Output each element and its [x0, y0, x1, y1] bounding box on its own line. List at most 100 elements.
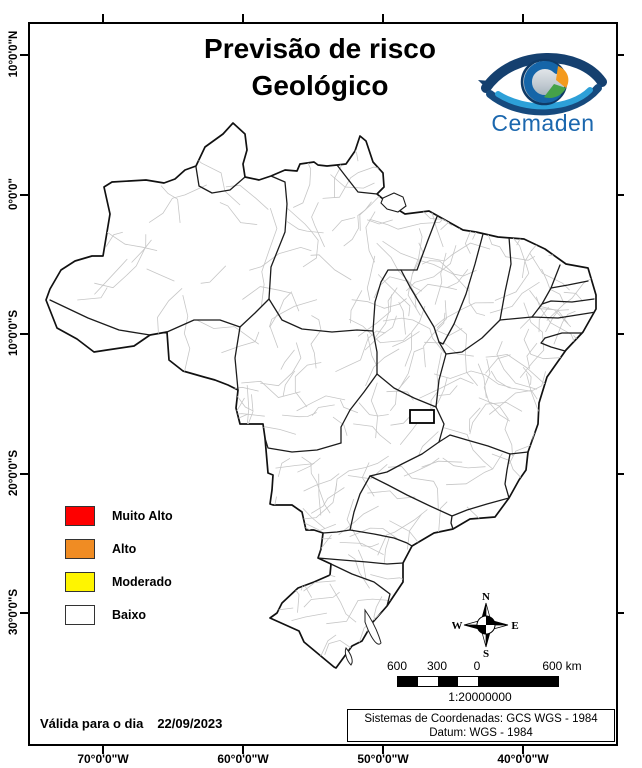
- municipality-line: [51, 562, 57, 595]
- municipality-line: [338, 133, 356, 145]
- municipality-line: [304, 522, 336, 531]
- municipality-line: [203, 647, 230, 668]
- municipality-line: [582, 535, 588, 571]
- scale-segment: [398, 677, 418, 686]
- municipality-line: [85, 629, 122, 666]
- municipality-line: [145, 485, 220, 506]
- municipality-line: [390, 414, 412, 426]
- municipality-line: [217, 536, 240, 582]
- municipality-line: [318, 473, 322, 516]
- municipality-line: [522, 635, 570, 641]
- municipality-line: [310, 487, 345, 514]
- municipality-line: [492, 207, 535, 214]
- legend-swatch-alto: [65, 539, 95, 559]
- lat-label: 20°0'0"S: [8, 449, 20, 497]
- lat-tick-left: [20, 333, 28, 335]
- municipality-line: [373, 287, 398, 340]
- municipality-line: [391, 597, 404, 668]
- municipality-line: [382, 317, 445, 354]
- municipality-line: [225, 184, 269, 210]
- municipality-line: [94, 258, 128, 295]
- municipality-line: [335, 330, 386, 373]
- municipality-line: [160, 185, 181, 223]
- legend-swatch-baixo: [65, 605, 95, 625]
- municipality-line: [59, 427, 90, 434]
- municipality-line: [173, 556, 221, 585]
- municipality-line: [151, 460, 194, 505]
- municipality-line: [116, 620, 132, 659]
- municipality-line: [234, 630, 305, 646]
- municipality-line: [46, 501, 51, 508]
- municipality-line: [239, 545, 253, 575]
- municipality-line: [458, 189, 518, 229]
- municipality-line: [423, 312, 446, 368]
- municipality-line: [311, 404, 335, 416]
- municipality-line: [557, 467, 565, 484]
- municipality-line: [541, 149, 592, 166]
- municipality-line: [404, 305, 426, 367]
- scale-segment: [458, 677, 478, 686]
- municipality-line: [329, 583, 357, 623]
- municipality-line: [193, 534, 210, 600]
- municipality-line: [377, 274, 411, 317]
- municipality-line: [490, 370, 538, 400]
- municipality-line: [206, 440, 223, 497]
- municipality-line: [398, 301, 406, 335]
- municipality-line: [437, 328, 463, 337]
- municipality-line: [418, 431, 439, 456]
- lat-tick-right: [616, 612, 624, 614]
- municipality-line: [446, 453, 503, 486]
- municipality-line: [414, 283, 457, 309]
- municipality-line: [515, 531, 555, 554]
- lat-tick-left: [20, 612, 28, 614]
- municipality-line: [574, 590, 596, 628]
- municipality-line: [446, 269, 469, 289]
- municipality-line: [502, 572, 542, 582]
- municipality-line: [468, 286, 486, 316]
- municipality-line: [249, 246, 312, 271]
- municipality-line: [173, 580, 207, 611]
- lon-tick-top: [102, 14, 104, 22]
- compass-s-label: S: [483, 648, 489, 658]
- legend-swatch-muito-alto: [65, 506, 95, 526]
- municipality-line: [485, 354, 511, 374]
- municipality-line: [593, 464, 596, 491]
- municipality-line: [146, 268, 175, 282]
- municipality-line: [538, 306, 550, 333]
- legend-label: Alto: [112, 542, 137, 556]
- municipality-line: [232, 667, 264, 668]
- municipality-line: [335, 455, 389, 491]
- lat-tick-left: [20, 54, 28, 56]
- municipality-line: [361, 462, 375, 497]
- municipality-line: [585, 555, 596, 626]
- municipality-line: [46, 412, 70, 438]
- municipality-line: [46, 369, 66, 409]
- state-borders: [49, 164, 596, 607]
- municipality-line: [113, 460, 147, 494]
- municipality-line: [282, 412, 317, 418]
- municipality-line: [434, 252, 447, 305]
- lat-label: 30°0'0"S: [8, 588, 20, 636]
- municipality-line: [347, 554, 370, 589]
- municipality-line: [419, 377, 474, 399]
- municipality-line: [426, 551, 463, 571]
- brazil-map: [45, 122, 597, 669]
- municipality-line: [522, 366, 532, 385]
- validity-date: 22/09/2023: [157, 716, 223, 731]
- lon-label: 70°0'0"W: [77, 752, 129, 766]
- municipality-line: [545, 309, 569, 333]
- scale-label: 600 km: [542, 659, 582, 673]
- municipality-line: [146, 530, 222, 552]
- lon-tick-bottom: [242, 746, 244, 754]
- municipality-line: [594, 265, 596, 309]
- municipality-line: [529, 172, 583, 184]
- legend-swatch-moderado: [65, 572, 95, 592]
- municipality-line: [61, 638, 93, 646]
- municipality-line: [283, 638, 295, 667]
- lon-label: 50°0'0"W: [357, 752, 409, 766]
- scale-segment: [438, 677, 458, 686]
- municipality-line: [221, 331, 260, 354]
- municipality-line: [438, 385, 458, 396]
- municipality-line: [522, 172, 595, 220]
